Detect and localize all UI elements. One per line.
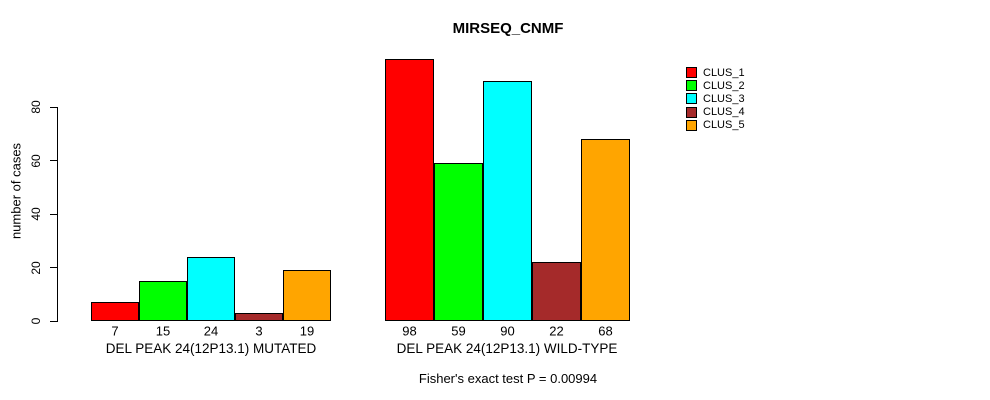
chart-title: MIRSEQ_CNMF	[452, 20, 564, 37]
bar-value-label: 19	[299, 323, 315, 339]
bar-value-label: 59	[451, 323, 466, 339]
legend-label-clus_2: CLUS_2	[703, 79, 745, 92]
y-axis-label: number of cases	[8, 142, 24, 240]
bar-value-label: 22	[549, 323, 564, 339]
y-axis-tick-80	[50, 106, 57, 108]
fisher-test-annotation: Fisher's exact test P = 0.00994	[418, 371, 598, 386]
bar-value-label: 3	[255, 323, 263, 339]
bar-value-label: 68	[598, 323, 613, 339]
y-axis-tick-60	[50, 160, 57, 162]
bar-clus_5-group2	[581, 139, 630, 321]
legend-label-clus_4: CLUS_4	[703, 106, 745, 119]
bar-value-label: 24	[203, 323, 219, 339]
y-axis-tick-label-60: 60	[29, 154, 43, 168]
y-axis-tick-label-80: 80	[29, 100, 43, 115]
y-axis-tick-20	[50, 267, 57, 269]
bar-clus_2-group2	[434, 163, 483, 321]
legend-label-clus_5: CLUS_5	[703, 119, 745, 132]
y-axis-tick-label-0: 0	[29, 317, 43, 325]
legend-label-clus_1: CLUS_1	[703, 66, 745, 79]
legend-swatch-clus_2	[686, 80, 697, 92]
bar-clus_1-group2	[385, 59, 434, 321]
y-axis-line	[57, 107, 58, 322]
bar-value-label: 98	[402, 323, 417, 339]
bar-value-label: 90	[500, 323, 515, 339]
bar-clus_3-group1	[187, 257, 235, 321]
bar-clus_5-group1	[283, 270, 331, 321]
bar-value-label: 7	[111, 323, 119, 339]
legend-swatch-clus_3	[686, 93, 697, 105]
group-label-wild-type: DEL PEAK 24(12P13.1) WILD-TYPE	[396, 341, 618, 356]
bar-clus_3-group2	[483, 81, 532, 321]
y-axis-tick-label-40: 40	[29, 207, 43, 221]
y-axis-tick-40	[50, 213, 57, 215]
bar-clus_1-group1	[91, 302, 139, 321]
bar-value-label: 15	[155, 323, 171, 339]
legend-swatch-clus_1	[686, 67, 697, 78]
legend-label-clus_3: CLUS_3	[703, 92, 745, 105]
y-axis-tick-0	[50, 320, 57, 322]
bar-clus_2-group1	[139, 281, 187, 321]
group-label-mutated: DEL PEAK 24(12P13.1) MUTATED	[105, 341, 317, 356]
bar-clus_4-group1	[235, 313, 283, 321]
y-axis-tick-label-20: 20	[29, 260, 43, 275]
legend-swatch-clus_4	[686, 106, 697, 118]
legend-swatch-clus_5	[686, 119, 697, 131]
bar-clus_4-group2	[532, 262, 581, 321]
